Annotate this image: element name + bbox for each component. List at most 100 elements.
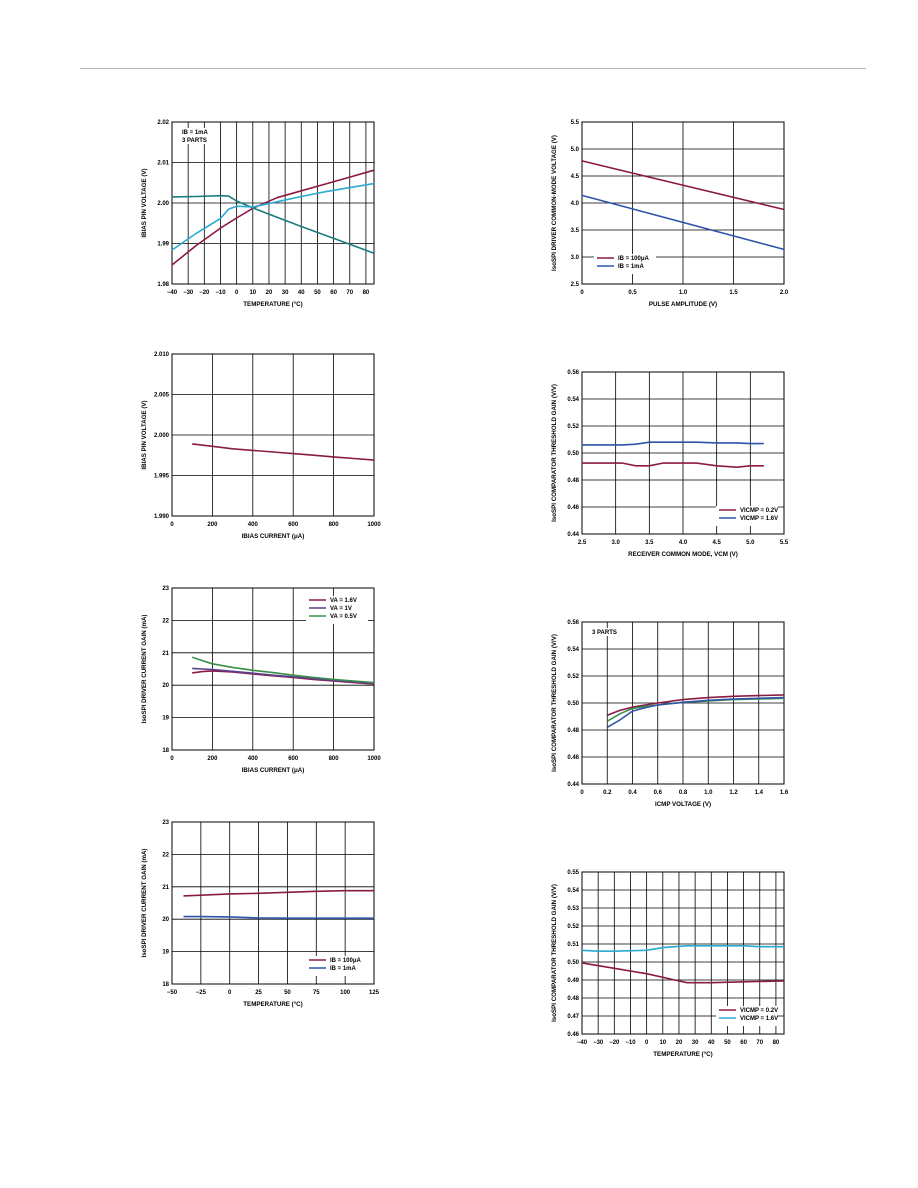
- y-tick-label: 1.990: [154, 514, 170, 520]
- y-tick-label: 20: [162, 683, 169, 689]
- legend-label: VICMP = 0.2V: [740, 508, 778, 514]
- x-tick-label: 100: [340, 990, 351, 996]
- legend-label: IB = 100μA: [618, 256, 650, 262]
- annotation-bg: [588, 628, 622, 636]
- x-axis-label: TEMPERATURE (°C): [243, 1001, 302, 1008]
- annotation-bg: [178, 128, 212, 136]
- y-tick-label: 2.005: [154, 393, 170, 399]
- legend-label: IB = 1mA: [618, 264, 645, 270]
- y-axis-label: IsoSPI DRIVER CURRENT GAIN (mA): [141, 849, 148, 958]
- x-tick-label: 40: [298, 290, 305, 296]
- legend-label: VA = 0.5V: [330, 614, 357, 620]
- y-tick-label: 0.51: [567, 942, 579, 948]
- y-axis-label: IsoSPI DRIVER CURRENT GAIN (mA): [141, 615, 148, 724]
- x-tick-label: 5.0: [746, 540, 755, 546]
- y-tick-label: 19: [162, 950, 169, 956]
- y-tick-label: 3.0: [571, 255, 580, 261]
- y-tick-label: 0.48: [567, 996, 579, 1002]
- x-axis-label: ICMP VOLTAGE (V): [655, 801, 711, 808]
- x-tick-label: 30: [692, 1040, 699, 1046]
- y-tick-label: 20: [162, 917, 169, 923]
- x-tick-label: 125: [369, 990, 380, 996]
- legend-label: IB = 100μA: [330, 958, 362, 964]
- x-axis-label: TEMPERATURE (°C): [243, 301, 302, 308]
- legend-box: [716, 506, 778, 526]
- y-tick-label: 1.98: [157, 282, 169, 288]
- y-tick-label: 23: [162, 586, 169, 592]
- x-tick-label: 200: [207, 756, 218, 762]
- x-tick-label: 400: [248, 756, 259, 762]
- x-tick-label: −20: [609, 1040, 620, 1046]
- chart-driver-current-gain-vs-temperature: −50 −25 0 25 50 75 100 125 18 19 20 21 22 23 TEMPERATU…: [141, 820, 380, 1008]
- x-tick-label: 80: [773, 1040, 780, 1046]
- series-line-purple: [192, 667, 375, 685]
- y-tick-label: 0.50: [567, 701, 579, 707]
- x-tick-label: 200: [207, 522, 218, 528]
- series-line-blue: [183, 915, 374, 919]
- legend-label: IB = 1mA: [330, 966, 357, 972]
- y-tick-label: 2.5: [571, 282, 580, 288]
- y-tick-label: 0.44: [567, 532, 579, 538]
- legend-label: VICMP = 1.6V: [740, 1016, 778, 1022]
- x-tick-label: 3.0: [611, 540, 620, 546]
- chart-comparator-gain-vs-icmp-voltage: 0 0.2 0.4 0.6 0.8 1.0 1.2 1.4 1.6 0.44 0.46 0.48 0.5…: [551, 620, 789, 808]
- x-tick-label: 0.8: [679, 790, 688, 796]
- annotation-bg: [178, 136, 212, 144]
- x-tick-label: 0: [170, 756, 174, 762]
- x-tick-label: 600: [288, 756, 299, 762]
- series-line-red: [581, 160, 785, 211]
- y-tick-label: 21: [162, 651, 169, 657]
- x-tick-label: 0: [580, 790, 584, 796]
- legend-box: [716, 1006, 778, 1026]
- x-tick-label: 0.2: [603, 790, 612, 796]
- y-tick-label: 4.5: [571, 174, 580, 180]
- legend-label: VICMP = 0.2V: [740, 1008, 778, 1014]
- x-tick-label: −10: [625, 1040, 636, 1046]
- x-tick-label: 0: [228, 990, 232, 996]
- y-axis-label: IBIAS PIN VOLTAGE (V): [141, 400, 148, 469]
- x-tick-label: 1000: [367, 522, 381, 528]
- y-tick-label: 0.54: [567, 397, 579, 403]
- x-tick-label: 20: [266, 290, 273, 296]
- series-line-cyan: [581, 945, 784, 952]
- y-tick-label: 23: [162, 820, 169, 826]
- series-line-red: [607, 694, 785, 716]
- chart-ibias-voltage-vs-ibias-current: 0 200 400 600 800 1000 1.990 1.995 2.000 2.005 2.0…: [141, 352, 381, 540]
- x-tick-label: 60: [740, 1040, 747, 1046]
- y-tick-label: 0.49: [567, 978, 579, 984]
- y-tick-label: 2.01: [157, 161, 169, 167]
- x-tick-label: 4.5: [712, 540, 721, 546]
- x-tick-label: −50: [167, 990, 178, 996]
- y-tick-label: 22: [162, 618, 169, 624]
- y-axis-label: IsoSPI COMPARATOR THRESHOLD GAIN (V/V): [551, 634, 558, 772]
- legend-label: VICMP = 1.6V: [740, 516, 778, 522]
- x-tick-label: 2.5: [578, 540, 587, 546]
- x-tick-label: 1.4: [755, 790, 764, 796]
- x-tick-label: 10: [249, 290, 256, 296]
- x-tick-label: 0: [580, 290, 584, 296]
- x-tick-label: 40: [708, 1040, 715, 1046]
- y-tick-label: 0.52: [567, 924, 579, 930]
- y-tick-label: 2.000: [154, 433, 170, 439]
- series-line-teal: [171, 194, 375, 254]
- y-tick-label: 18: [162, 748, 169, 754]
- y-tick-label: 21: [162, 885, 169, 891]
- x-tick-label: 800: [329, 756, 340, 762]
- x-tick-label: 50: [284, 990, 291, 996]
- x-tick-label: −10: [215, 290, 226, 296]
- y-tick-label: 2.010: [154, 352, 170, 358]
- y-tick-label: 0.48: [567, 478, 579, 484]
- y-tick-label: 0.50: [567, 451, 579, 457]
- x-tick-label: 0: [235, 290, 239, 296]
- x-tick-label: 10: [659, 1040, 666, 1046]
- y-tick-label: 0.52: [567, 674, 579, 680]
- y-tick-label: 0.54: [567, 647, 579, 653]
- x-axis-label: TEMPERATURE (°C): [653, 1051, 712, 1058]
- legend-box: [306, 956, 368, 976]
- series-line-blue: [581, 194, 785, 251]
- x-tick-label: 75: [313, 990, 320, 996]
- x-tick-label: 5.5: [780, 540, 789, 546]
- y-tick-label: 0.52: [567, 424, 579, 430]
- x-tick-label: −40: [577, 1040, 588, 1046]
- x-tick-label: −40: [167, 290, 178, 296]
